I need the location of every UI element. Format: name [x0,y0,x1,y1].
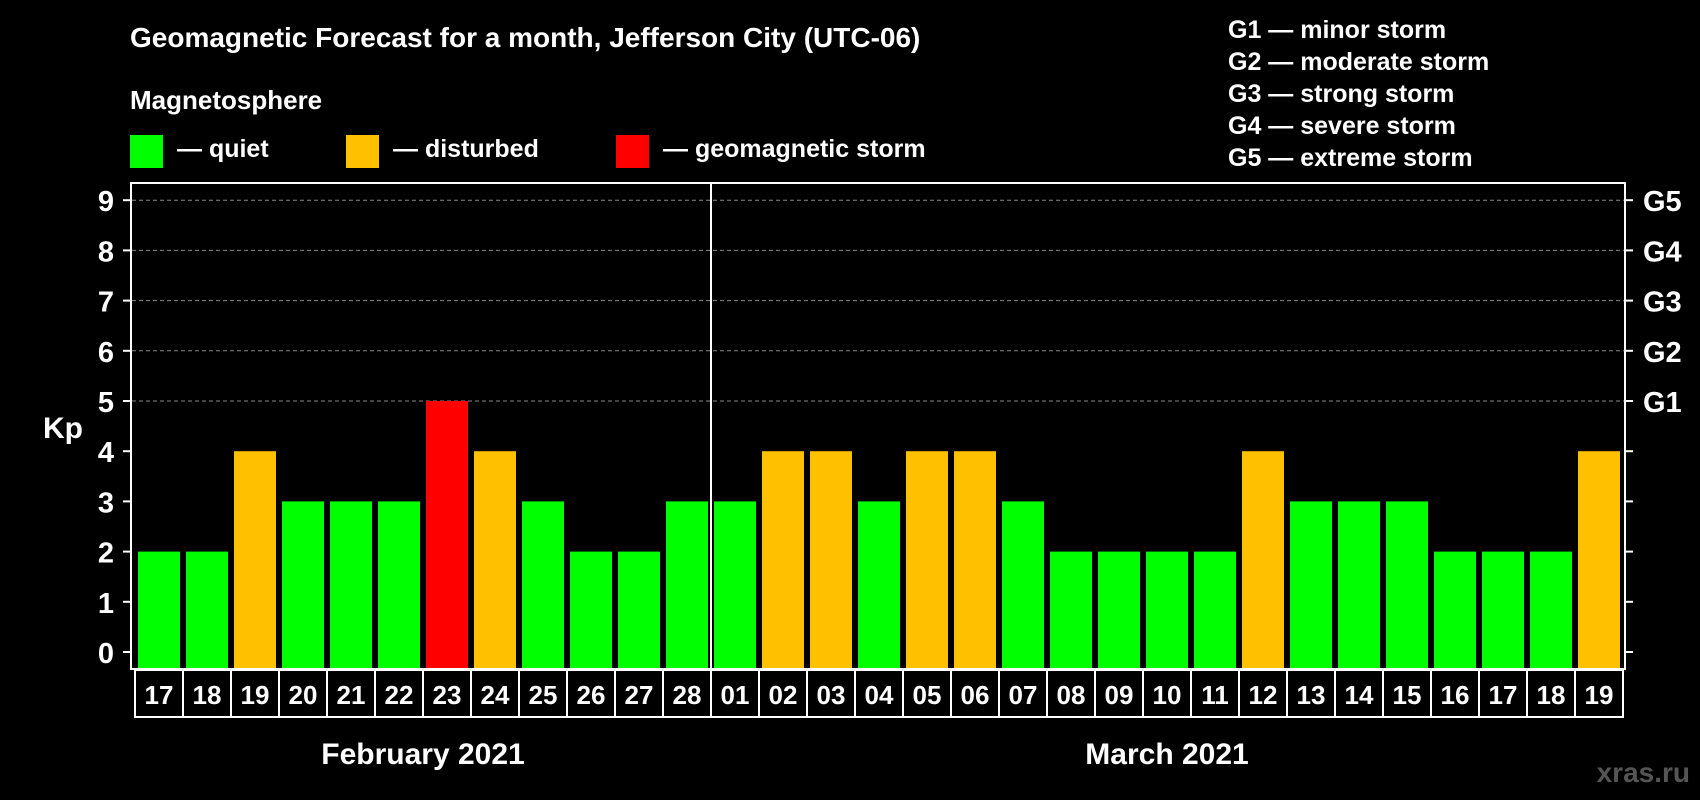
legend-label-disturbed: — disturbed [393,135,539,163]
x-tick-label: 18 [193,680,222,710]
x-tick-label: 14 [1345,680,1374,710]
bar [570,551,612,668]
g-legend-item: G2 — moderate storm [1228,48,1489,76]
x-tick-label: 21 [337,680,366,710]
x-label-row [134,669,1624,718]
x-tick-label: 12 [1249,680,1278,710]
bar [1242,451,1284,668]
x-tick-label: 13 [1297,680,1326,710]
y-tick-label: 7 [98,287,114,319]
x-tick-label: 18 [1537,680,1566,710]
g-level-label: G4 [1643,236,1682,268]
bar [1578,451,1620,668]
bar [954,451,996,668]
y-axis-label: Kp [43,412,83,445]
bar [666,501,708,668]
x-tick-label: 26 [577,680,606,710]
bar [1146,551,1188,668]
bar [618,551,660,668]
x-tick-label: 23 [433,680,462,710]
x-tick-label: 27 [625,680,654,710]
y-tick-label: 2 [98,538,114,570]
x-tick-label: 19 [241,680,270,710]
x-tick-label: 15 [1393,680,1422,710]
x-tick-label: 17 [1489,680,1518,710]
legend-label-storm: — geomagnetic storm [663,135,926,163]
bar [234,451,276,668]
x-tick-label: 17 [145,680,174,710]
bar [1050,551,1092,668]
g-legend-item: G3 — strong storm [1228,80,1454,108]
bar [378,501,420,668]
legend-swatch-storm [616,135,649,168]
bar [1194,551,1236,668]
bar [1338,501,1380,668]
x-tick-label: 04 [865,680,894,710]
bar [714,501,756,668]
bar [1386,501,1428,668]
bar [906,451,948,668]
g-legend-item: G1 — minor storm [1228,16,1446,44]
x-tick-label: 16 [1441,680,1470,710]
g-scale-legend: G1 — minor storm G2 — moderate storm G3 — … [1228,16,1489,172]
bar [474,451,516,668]
y-tick-label: 1 [98,588,114,620]
bar [1530,551,1572,668]
x-tick-label: 09 [1105,680,1134,710]
g-level-label: G5 [1643,186,1682,218]
legend-title: Magnetosphere [130,85,322,115]
month-label: March 2021 [1085,738,1248,771]
x-tick-label: 20 [289,680,318,710]
x-tick-label: 01 [721,680,750,710]
bar [1290,501,1332,668]
bar [762,451,804,668]
legend: — quiet — disturbed — geomagnetic storm [130,135,926,168]
bar [282,501,324,668]
bar [1434,551,1476,668]
y-tick-label: 9 [98,186,114,218]
month-label: February 2021 [321,738,524,771]
x-tick-label: 22 [385,680,414,710]
x-tick-label: 03 [817,680,846,710]
y-tick-label: 3 [98,487,114,519]
bar [138,551,180,668]
x-tick-label: 28 [673,680,702,710]
x-tick-label: 08 [1057,680,1086,710]
legend-swatch-disturbed [346,135,379,168]
x-tick-label: 11 [1201,680,1229,710]
x-tick-label: 02 [769,680,798,710]
bar [1482,551,1524,668]
bar [1098,551,1140,668]
x-tick-label: 05 [913,680,942,710]
x-tick-label: 19 [1585,680,1614,710]
bar [330,501,372,668]
bar [426,401,468,668]
bar [1002,501,1044,668]
bar [810,451,852,668]
y-tick-label: 5 [98,387,114,419]
legend-label-quiet: — quiet [177,135,269,163]
bar [522,501,564,668]
legend-swatch-quiet [130,135,163,168]
bar [858,501,900,668]
x-tick-label: 07 [1009,680,1038,710]
y-tick-label: 4 [98,437,114,469]
watermark: xras.ru [1597,757,1690,788]
bar [186,551,228,668]
g-level-label: G3 [1643,287,1682,319]
y-tick-label: 0 [98,638,114,670]
x-tick-label: 10 [1153,680,1182,710]
x-tick-label: 06 [961,680,990,710]
y-tick-label: 6 [98,337,114,369]
g-legend-item: G4 — severe storm [1228,112,1456,140]
g-level-label: G2 [1643,337,1682,369]
g-legend-item: G5 — extreme storm [1228,144,1473,172]
x-tick-label: 24 [481,680,510,710]
y-tick-label: 8 [98,236,114,268]
x-tick-label: 25 [529,680,558,710]
g-level-label: G1 [1643,387,1682,419]
chart-title: Geomagnetic Forecast for a month, Jeffer… [130,22,920,53]
